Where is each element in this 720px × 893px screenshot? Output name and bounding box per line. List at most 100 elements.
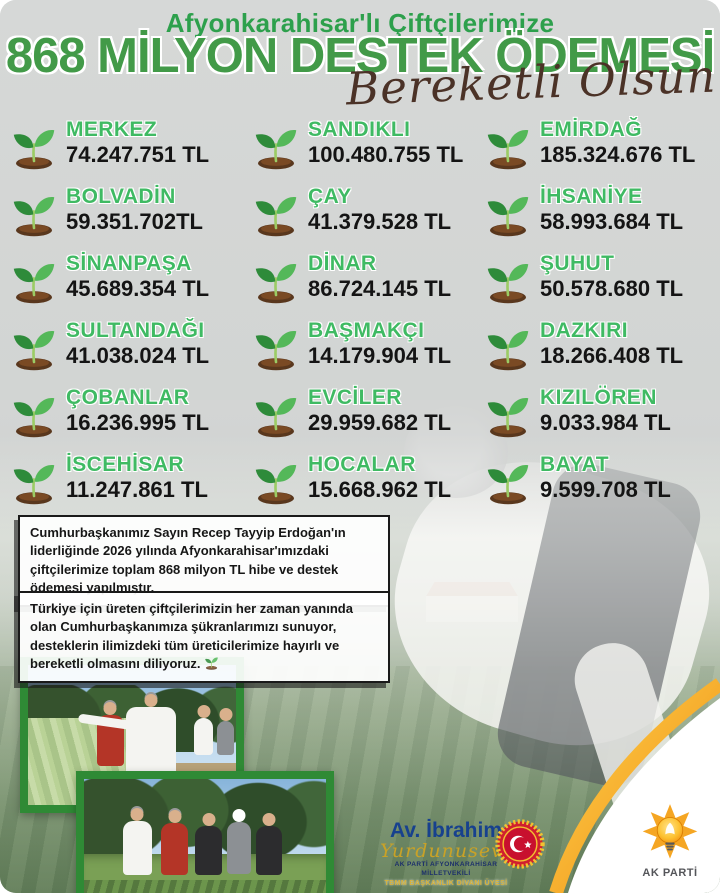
seedling-small-icon (204, 655, 219, 670)
district-amount: 185.324.676 TL (540, 142, 696, 168)
district-name: İSCEHİSAR (66, 453, 184, 477)
ak-parti-label: AK PARTİ (642, 867, 698, 879)
district-name: ÇAY (308, 185, 352, 209)
district-item: SULTANDAĞI 41.038.024 TL (10, 311, 252, 378)
district-item: BOLVADİN 59.351.702TL (10, 177, 252, 244)
district-item: BAYAT 9.599.708 TL (484, 445, 710, 512)
district-amount: 18.266.408 TL (540, 343, 684, 369)
district-amount: 16.236.995 TL (66, 410, 210, 436)
district-amount: 41.038.024 TL (66, 343, 210, 369)
district-amount: 100.480.755 TL (308, 142, 464, 168)
seedling-icon (252, 323, 300, 371)
district-item: ÇAY 41.379.528 TL (252, 177, 484, 244)
mp-title-line-2: MİLLETVEKİLİ (421, 869, 471, 877)
district-amount: 50.578.680 TL (540, 276, 684, 302)
district-name: BAYAT (540, 453, 609, 477)
district-name: MERKEZ (66, 118, 158, 142)
district-name: BOLVADİN (66, 185, 176, 209)
district-name: DAZKIRI (540, 319, 628, 343)
seedling-icon (252, 457, 300, 505)
photo2-person-black-shirt (195, 812, 222, 876)
district-name: HOCALAR (308, 453, 416, 477)
district-item: SANDIKLI 100.480.755 TL (252, 110, 484, 177)
district-item: KIZILÖREN 9.033.984 TL (484, 378, 710, 445)
district-item: İHSANİYE 58.993.684 TL (484, 177, 710, 244)
district-amount: 9.599.708 TL (540, 477, 671, 503)
district-name: BAŞMAKÇI (308, 319, 425, 343)
photo2-person-white-shirt (122, 805, 152, 876)
district-name: EMİRDAĞ (540, 118, 642, 142)
district-item: SİNANPAŞA 45.689.354 TL (10, 244, 252, 311)
photo2-foreground-grass (84, 880, 326, 893)
poster-subtitle: Afyonkarahisar'lı Çiftçilerimize (165, 8, 555, 38)
district-amount: 11.247.861 TL (66, 477, 208, 503)
seedling-icon (252, 256, 300, 304)
seedling-icon (10, 189, 58, 237)
district-item: EVCİLER 29.959.682 TL (252, 378, 484, 445)
photo1-person-white-shirt (125, 692, 176, 780)
tbmm-emblem-icon (495, 819, 545, 869)
seedling-icon (10, 122, 58, 170)
district-amount: 15.668.962 TL (308, 477, 452, 503)
district-amount: 86.724.145 TL (308, 276, 452, 302)
district-item: HOCALAR 15.668.962 TL (252, 445, 484, 512)
district-grid: MERKEZ 74.247.751 TL SANDIKLI 100.480.75… (10, 110, 712, 512)
seedling-icon (484, 122, 532, 170)
poster-title: 868 MİLYON DESTEK ÖDEMESİ (5, 29, 715, 83)
district-amount: 59.351.702TL (66, 209, 203, 235)
district-item: MERKEZ 74.247.751 TL (10, 110, 252, 177)
seedling-icon (252, 122, 300, 170)
district-name: EVCİLER (308, 386, 402, 410)
inset-photo-group-visit (76, 771, 334, 893)
district-name: İHSANİYE (540, 185, 643, 209)
seedling-icon (252, 390, 300, 438)
district-item: DAZKIRI 18.266.408 TL (484, 311, 710, 378)
ak-parti-logo: AK PARTİ (634, 803, 706, 879)
seedling-icon (484, 457, 532, 505)
seedling-icon (10, 457, 58, 505)
district-name: ÇOBANLAR (66, 386, 190, 410)
district-name: KIZILÖREN (540, 386, 657, 410)
seedling-icon (252, 189, 300, 237)
district-item: ŞUHUT 50.578.680 TL (484, 244, 710, 311)
photo1-person-bystander-2 (217, 708, 234, 755)
mp-name: Av. İbrahim (389, 819, 503, 842)
note-box-2: Türkiye için üreten çiftçilerimizin her … (18, 591, 390, 683)
ak-parti-lightbulb-icon (642, 804, 698, 859)
seedling-icon (10, 323, 58, 371)
seedling-icon (10, 256, 58, 304)
note-text-2: Türkiye için üreten çiftçilerimizin her … (30, 601, 353, 672)
mp-title-line-3: TBMM BAŞKANLIK DİVANI ÜYESİ (384, 879, 508, 887)
district-item: EMİRDAĞ 185.324.676 TL (484, 110, 710, 177)
district-name: DİNAR (308, 252, 377, 276)
district-amount: 14.179.904 TL (308, 343, 452, 369)
district-amount: 9.033.984 TL (540, 410, 671, 436)
district-amount: 74.247.751 TL (66, 142, 210, 168)
photo2-person-red-vest (161, 808, 189, 876)
district-name: SANDIKLI (308, 118, 411, 142)
district-item: ÇOBANLAR 16.236.995 TL (10, 378, 252, 445)
seedling-icon (484, 256, 532, 304)
district-item: BAŞMAKÇI 14.179.904 TL (252, 311, 484, 378)
photo2-person-dark-jacket (255, 812, 283, 876)
mp-surname-signature: Yurdunuseven (380, 840, 529, 862)
district-name: SİNANPAŞA (66, 252, 192, 276)
mp-title-line-1: AK PARTİ AFYONKARAHİSAR (394, 861, 498, 868)
district-name: ŞUHUT (540, 252, 615, 276)
note-text-1: Cumhurbaşkanımız Sayın Recep Tayyip Erdo… (30, 525, 346, 596)
photo1-person-bystander-1 (194, 705, 214, 755)
district-amount: 58.993.684 TL (540, 209, 684, 235)
district-amount: 41.379.528 TL (308, 209, 452, 235)
district-item: İSCEHİSAR 11.247.861 TL (10, 445, 252, 512)
photo2-person-white-cap (226, 808, 251, 874)
district-name: SULTANDAĞI (66, 319, 205, 343)
signature-block: Av. İbrahim Yurdunuseven AK PARTİ AFYONK… (380, 819, 529, 888)
district-amount: 29.959.682 TL (308, 410, 452, 436)
seedling-icon (484, 323, 532, 371)
district-item: DİNAR 86.724.145 TL (252, 244, 484, 311)
seedling-icon (484, 390, 532, 438)
seedling-icon (10, 390, 58, 438)
district-amount: 45.689.354 TL (66, 276, 210, 302)
seedling-icon (484, 189, 532, 237)
